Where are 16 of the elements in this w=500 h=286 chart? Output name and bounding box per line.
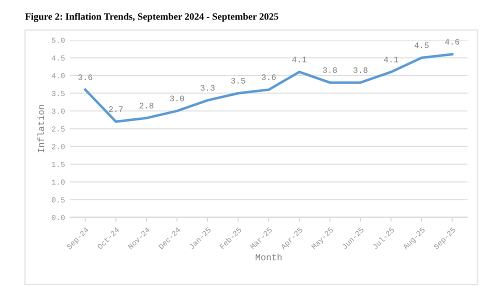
data-label: 3.6 [262,74,276,80]
data-label: 2.7 [108,106,123,112]
data-label: 4.1 [292,56,306,62]
data-label: 3.8 [322,67,337,73]
x-axis-title: Month [256,254,282,260]
data-label: 3.3 [200,85,215,91]
data-label: 2.8 [140,102,154,108]
data-label: 4.1 [384,56,398,62]
chart-title: Figure 2: Inflation Trends, September 2024 - September 2025 [25,12,278,22]
y-axis-title: Inflation [37,105,44,152]
data-label: 3.0 [170,96,184,102]
data-label: 3.8 [354,67,368,73]
data-label: 4.5 [414,42,429,48]
data-label: 3.5 [231,78,246,84]
data-label: 4.6 [445,38,460,45]
data-label: 3.6 [78,74,92,80]
